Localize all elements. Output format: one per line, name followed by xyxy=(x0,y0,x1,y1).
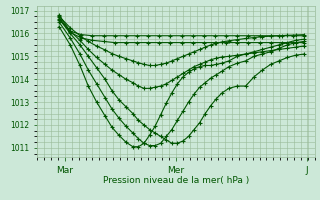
X-axis label: Pression niveau de la mer( hPa ): Pression niveau de la mer( hPa ) xyxy=(103,176,249,185)
